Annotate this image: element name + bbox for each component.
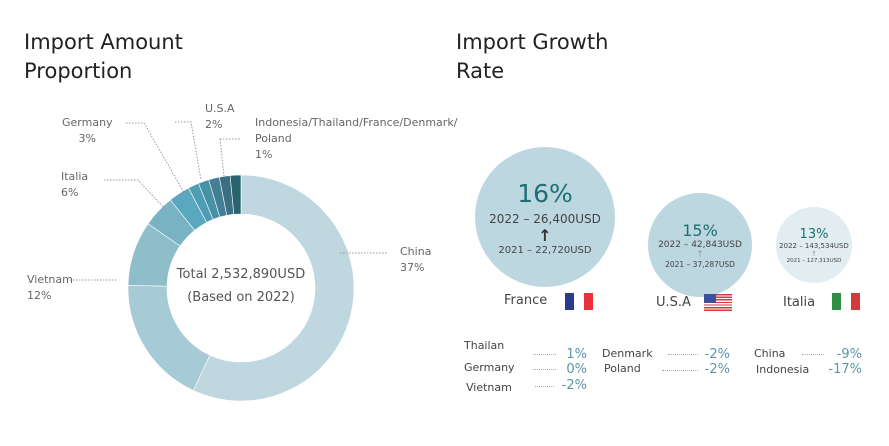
- other-value: -17%: [828, 362, 862, 377]
- amount-2021: 2021 – 37,287USD: [665, 260, 735, 269]
- amount-2021: 2021 – 127,313USD: [786, 257, 842, 264]
- arrow-up-icon: ↑: [696, 250, 704, 260]
- leader-germany: [126, 122, 187, 197]
- bubble-usa: 15% 2022 – 42,843USD ↑ 2021 – 37,287USD: [648, 193, 752, 297]
- label-germany: Germany 3%: [62, 116, 113, 145]
- slice-poland: [229, 174, 242, 215]
- leader-italia: [104, 179, 167, 211]
- amount-2022: 2022 – 26,400USD: [489, 211, 601, 226]
- label-vietnam: Vietnam 12%: [27, 273, 73, 302]
- country-italia: Italia: [783, 295, 816, 310]
- other-value: -2%: [704, 347, 730, 362]
- left-title-line2: Proportion: [24, 59, 133, 83]
- other-value: 1%: [566, 347, 587, 362]
- other-name: Denmark: [602, 347, 653, 360]
- slice-china: [192, 174, 355, 402]
- bubble-italia: 13% 2022 – 143,534USD ↑ 2021 – 127,313US…: [776, 207, 852, 283]
- growth-pct: 13%: [799, 226, 829, 242]
- label-italia: Italia 6%: [61, 170, 89, 199]
- other-value: 0%: [566, 362, 587, 377]
- right-title-line2: Rate: [456, 59, 505, 83]
- other-name: Germany: [464, 361, 515, 374]
- other-name: Indonesia: [756, 363, 810, 376]
- country-france: France: [504, 293, 548, 308]
- growth-pct: 16%: [517, 178, 573, 208]
- france-flag-icon: [565, 293, 593, 310]
- label-china: China 37%: [400, 245, 432, 274]
- other-name: Poland: [604, 362, 641, 375]
- other-value: -2%: [704, 362, 730, 377]
- right-title: Import Growth Rate: [456, 28, 608, 86]
- right-title-line1: Import Growth: [456, 30, 609, 54]
- other-name: Thailan: [464, 339, 505, 352]
- donut-chart: Total 2,532,890USD (Based on 2022): [70, 121, 388, 402]
- arrow-up-icon: ↑: [538, 225, 552, 245]
- leader-others-v: [219, 138, 225, 177]
- arrow-up-icon: ↑: [811, 249, 817, 258]
- growth-pct: 15%: [682, 221, 718, 240]
- other-name: Vietnam: [466, 381, 512, 394]
- other-value: -9%: [836, 347, 862, 362]
- other-name: China: [754, 347, 786, 360]
- donut-center-note: (Based on 2022): [187, 290, 295, 305]
- left-title: Import Amount Proportion: [24, 28, 183, 86]
- italy-flag-icon: [832, 293, 860, 310]
- country-usa: U.S.A: [656, 295, 691, 310]
- label-usa: U.S.A 2%: [205, 102, 235, 131]
- amount-2021: 2021 – 22,720USD: [498, 244, 592, 256]
- left-title-line1: Import Amount: [24, 30, 183, 54]
- bubble-france: 16% 2022 – 26,400USD ↑ 2021 – 22,720USD: [475, 147, 615, 287]
- amount-2022: 2022 – 143,534USD: [779, 241, 849, 250]
- amount-2022: 2022 – 42,843USD: [658, 240, 742, 250]
- leader-lines: [70, 121, 388, 281]
- donut-center-total: Total 2,532,890USD: [176, 267, 305, 282]
- label-others: Indonesia/Thailand/France/Denmark/Poland…: [255, 116, 458, 161]
- leader-usa: [175, 121, 202, 181]
- other-value: -2%: [561, 378, 587, 393]
- usa-flag-icon: [704, 294, 732, 311]
